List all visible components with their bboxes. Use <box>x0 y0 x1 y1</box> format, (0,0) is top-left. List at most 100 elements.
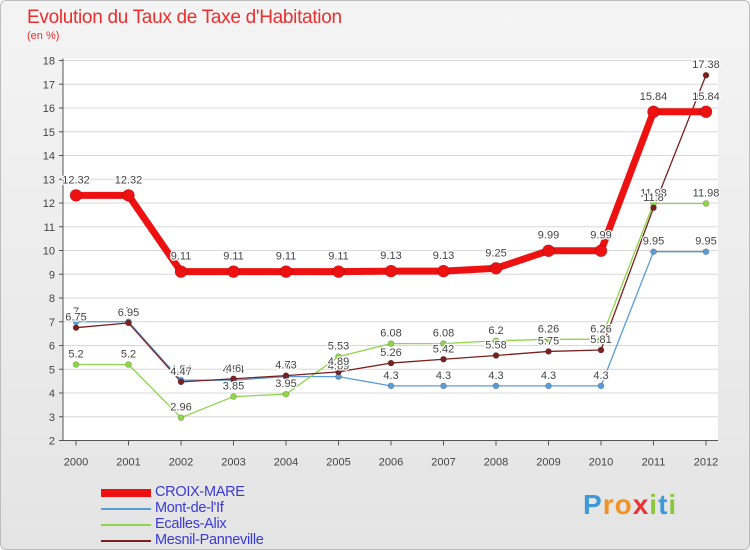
data-label-mesnil-panneville: 4.73 <box>275 360 296 372</box>
x-tick-label: 2006 <box>379 457 403 469</box>
data-label-croix-mare: 9.99 <box>590 230 611 242</box>
data-label-mont-de-l-if: 4.54 <box>170 364 191 376</box>
logo-letter: i <box>668 489 678 520</box>
y-tick-label: 11 <box>44 222 55 234</box>
legend-swatch-croix-mare <box>101 489 151 497</box>
y-tick-label: 3 <box>49 412 55 424</box>
data-label-mesnil-panneville: 5.42 <box>433 343 454 355</box>
data-point-mesnil-panneville <box>650 204 657 212</box>
plot-area <box>63 58 718 441</box>
data-point-mont-de-l-if <box>545 382 552 390</box>
data-point-mesnil-panneville <box>125 319 132 327</box>
data-point-ecalles-alix <box>387 340 395 347</box>
logo-letter: x <box>632 489 650 520</box>
logo-letter: r <box>602 489 615 520</box>
data-label-ecalles-alix: 6.2 <box>488 325 503 337</box>
y-tick-label: 12 <box>43 198 55 210</box>
data-point-mesnil-panneville <box>335 368 342 376</box>
data-label-mesnil-panneville: 5.81 <box>590 334 611 346</box>
data-label-ecalles-alix: 6.26 <box>590 323 611 335</box>
data-label-mesnil-panneville: 4.6 <box>226 363 241 375</box>
data-point-croix-mare <box>647 105 660 119</box>
x-tick-label: 2009 <box>536 457 560 469</box>
x-tick-label: 2010 <box>589 457 613 469</box>
data-label-croix-mare: 9.11 <box>328 251 349 263</box>
y-tick-label: 10 <box>43 246 55 258</box>
data-point-mont-de-l-if <box>440 382 447 390</box>
legend-label-mont-de-l-if: Mont-de-l'If <box>155 500 224 516</box>
data-label-croix-mare: 9.11 <box>223 251 244 263</box>
data-label-ecalles-alix: 3.95 <box>275 378 296 390</box>
legend-swatch-mont-de-l-if <box>101 508 151 510</box>
data-label-croix-mare: 12.32 <box>115 174 143 186</box>
data-point-mesnil-panneville <box>702 71 710 79</box>
data-label-croix-mare: 15.84 <box>640 91 668 103</box>
data-point-ecalles-alix <box>545 336 552 343</box>
data-point-croix-mare <box>437 264 450 278</box>
chart-unit-label: (en %) <box>27 30 60 42</box>
data-label-croix-mare: 9.11 <box>276 251 297 263</box>
data-label-mesnil-panneville: 4.89 <box>328 356 349 368</box>
x-tick-label: 2005 <box>326 457 350 469</box>
y-tick-label: 4 <box>49 388 55 400</box>
data-label-ecalles-alix: 5.2 <box>121 349 136 361</box>
x-tick-label: 2008 <box>484 457 508 469</box>
y-tick-label: 9 <box>49 269 55 281</box>
y-tick-label: 8 <box>49 293 55 305</box>
data-point-ecalles-alix <box>492 337 500 345</box>
data-point-ecalles-alix <box>597 336 605 343</box>
data-point-ecalles-alix <box>282 390 290 398</box>
data-point-croix-mare <box>384 264 398 278</box>
data-point-mesnil-panneville <box>177 378 185 386</box>
data-point-mont-de-l-if <box>597 382 605 390</box>
data-label-mont-de-l-if: 7 <box>125 306 131 318</box>
data-label-croix-mare: 15.84 <box>692 91 720 103</box>
data-point-mont-de-l-if <box>492 382 500 390</box>
x-tick-label: 2011 <box>642 457 666 469</box>
data-point-ecalles-alix <box>335 353 342 360</box>
data-label-mont-de-l-if: 9.95 <box>643 236 664 248</box>
y-tick-label: 16 <box>43 103 55 115</box>
data-point-mont-de-l-if <box>702 248 710 255</box>
data-label-mesnil-panneville: 6.95 <box>118 307 139 319</box>
data-point-ecalles-alix <box>230 393 237 400</box>
data-point-croix-mare <box>489 262 503 275</box>
data-point-ecalles-alix <box>440 340 447 347</box>
data-point-croix-mare <box>174 265 188 278</box>
data-point-mesnil-panneville <box>545 348 552 355</box>
data-label-croix-mare: 9.99 <box>538 230 559 242</box>
data-label-mesnil-panneville: 11.8 <box>643 192 664 204</box>
data-point-ecalles-alix <box>72 361 80 368</box>
chart-title: Evolution du Taux de Taxe d'Habitation <box>27 7 342 28</box>
data-point-ecalles-alix <box>125 361 132 368</box>
data-label-ecalles-alix: 11.98 <box>693 187 720 199</box>
data-label-mont-de-l-if: 4.3 <box>488 370 503 382</box>
data-label-mesnil-panneville: 17.38 <box>692 59 720 71</box>
y-tick-label: 17 <box>43 79 55 91</box>
y-tick-label: 13 <box>43 174 55 186</box>
data-label-mesnil-panneville: 5.58 <box>485 339 506 351</box>
x-tick-label: 2004 <box>274 457 298 469</box>
data-point-mesnil-panneville <box>597 346 605 354</box>
y-tick-label: 2 <box>49 436 55 448</box>
data-point-croix-mare <box>699 105 713 119</box>
data-point-mesnil-panneville <box>492 352 500 359</box>
y-tick-label: 18 <box>43 56 55 68</box>
data-label-mont-de-l-if: 4.3 <box>541 370 556 382</box>
x-tick-label: 2001 <box>116 457 140 469</box>
data-label-croix-mare: 9.13 <box>433 250 454 262</box>
y-tick-label: 7 <box>49 317 55 329</box>
data-label-mont-de-l-if: 4.3 <box>383 370 398 382</box>
data-point-croix-mare <box>227 265 240 278</box>
data-point-croix-mare <box>594 244 608 258</box>
legend-label-ecalles-alix: Ecalles-Alix <box>155 516 227 532</box>
data-point-croix-mare <box>542 244 555 258</box>
data-label-croix-mare: 9.11 <box>171 251 192 263</box>
x-tick-label: 2007 <box>431 457 455 469</box>
legend-swatch-mesnil-panneville <box>101 540 151 542</box>
data-point-croix-mare <box>332 265 345 278</box>
data-label-croix-mare: 12.32 <box>62 174 90 186</box>
data-point-mesnil-panneville <box>387 359 395 367</box>
data-label-mont-de-l-if: 7 <box>73 306 79 318</box>
